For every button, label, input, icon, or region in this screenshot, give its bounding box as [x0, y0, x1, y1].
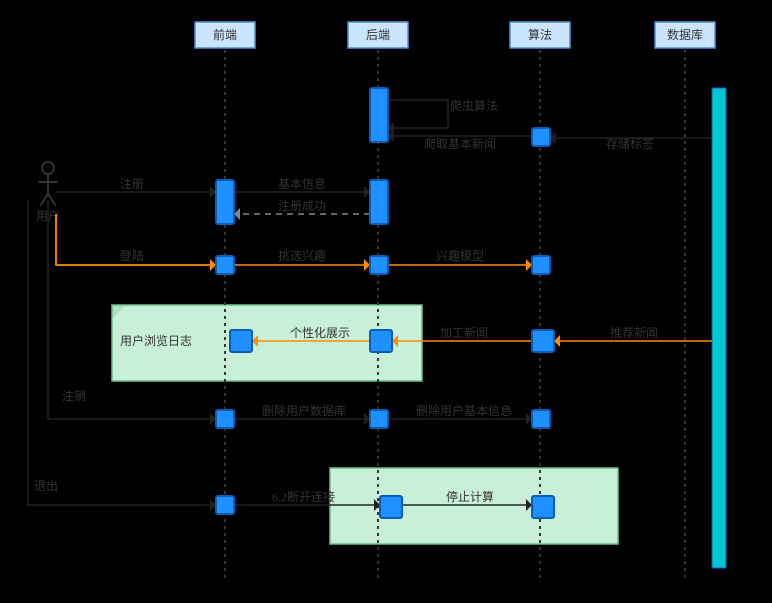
lane-label: 算法: [528, 27, 552, 42]
edge-label: 推荐新闻: [610, 325, 658, 340]
activation-al_crawl: [532, 128, 550, 146]
activation-fe_log: [230, 330, 252, 352]
activation-be_exit: [380, 496, 402, 518]
edge-label: 删除用户数据库: [262, 403, 346, 418]
activation-be_crawl: [370, 88, 388, 142]
edge-label: 6.2断开连接: [272, 489, 335, 504]
edge-label: 登陆: [120, 248, 144, 263]
lane-label: 前端: [213, 27, 237, 42]
edge-label: 注册: [120, 176, 144, 191]
activation-be_log: [370, 330, 392, 352]
lane-label: 后端: [366, 28, 390, 42]
activation-be_login: [370, 256, 388, 274]
edge-label: 存储标签: [606, 136, 654, 151]
region-label: 用户浏览日志: [120, 333, 192, 348]
edge-label: 注销: [62, 388, 86, 403]
edge-label: 兴趣模型: [436, 248, 484, 263]
sequence-diagram: 用户浏览日志前端后端算法数据库用户爬虫算法爬取基本新闻存储标签注册基本信息注册成…: [0, 0, 772, 603]
edge-label: 删除用户基本信息: [416, 403, 512, 418]
edge-label: 基本信息: [278, 176, 326, 191]
edge-label: 停止计算: [446, 489, 494, 504]
activation-al_del: [532, 410, 550, 428]
db-activation: [712, 88, 726, 568]
edge-label: 退出: [34, 479, 58, 493]
activation-fe_reg: [216, 180, 234, 224]
activation-al_rec: [532, 330, 554, 352]
activation-fe_login: [216, 256, 234, 274]
edge-label: 个性化展示: [290, 326, 350, 340]
edge-label: 爬虫算法: [450, 98, 498, 113]
activation-fe_del: [216, 410, 234, 428]
activation-be_del: [370, 410, 388, 428]
edge-label: 爬取基本新闻: [424, 136, 496, 151]
activation-be_reg: [370, 180, 388, 224]
edge-label: 注册成功: [278, 198, 326, 213]
activation-fe_exit: [216, 496, 234, 514]
edge-label: 挑选兴趣: [278, 248, 326, 263]
activation-al_exit: [532, 496, 554, 518]
region: [330, 468, 618, 544]
edge-label: 加工新闻: [440, 325, 488, 340]
activation-al_login: [532, 256, 550, 274]
lane-label: 数据库: [667, 27, 703, 42]
